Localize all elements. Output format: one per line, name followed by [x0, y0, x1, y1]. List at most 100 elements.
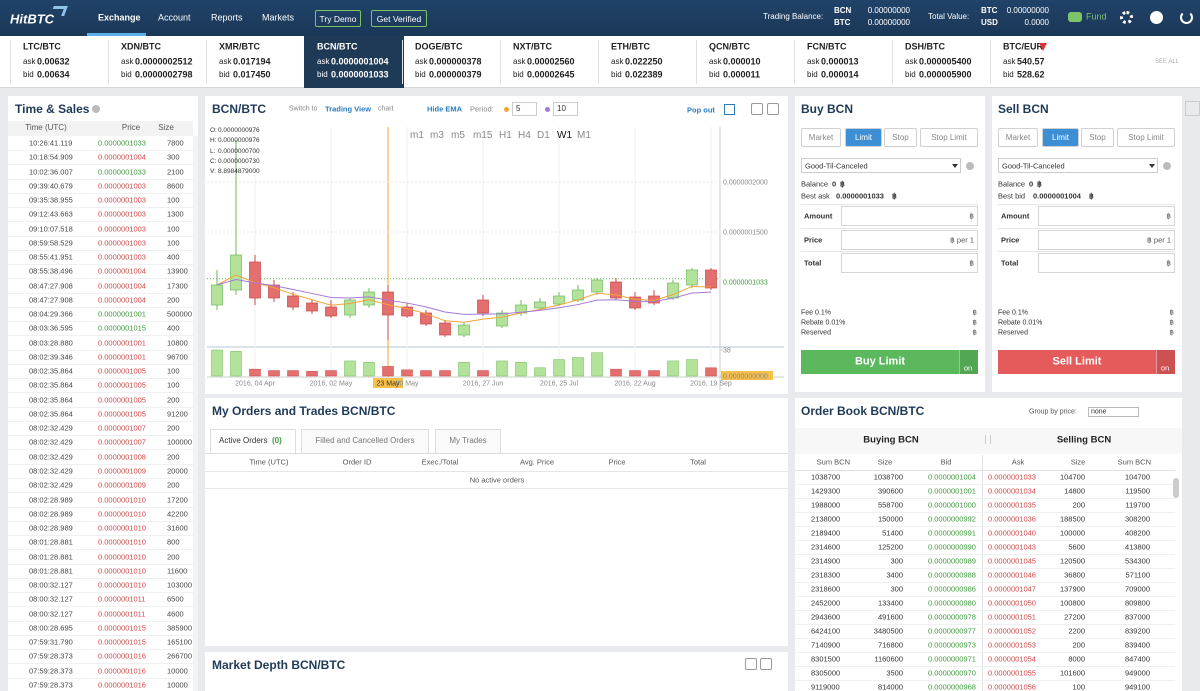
- timeframe-button[interactable]: H1: [499, 130, 512, 141]
- order-type-tab[interactable]: [1117, 128, 1175, 147]
- tif-select[interactable]: [801, 158, 961, 173]
- period-value[interactable]: 10: [557, 104, 566, 113]
- ticker-pair[interactable]: ETH/BTC: [611, 41, 650, 52]
- submit-label[interactable]: Buy Limit: [854, 355, 906, 368]
- ticker-selected[interactable]: [304, 36, 404, 88]
- tif-select[interactable]: [998, 158, 1158, 173]
- timeframe-button[interactable]: W1: [557, 130, 572, 141]
- period-label: Period:: [470, 104, 494, 114]
- fund-link[interactable]: Fund: [1086, 11, 1107, 22]
- maximize-icon[interactable]: [767, 103, 779, 115]
- volume-bar: [477, 370, 489, 377]
- on-label[interactable]: on: [1160, 363, 1170, 373]
- period-input[interactable]: [512, 102, 537, 116]
- ticker-pair[interactable]: LTC/BTC: [23, 41, 61, 52]
- order-type-tab[interactable]: [884, 128, 917, 147]
- timeframe-button[interactable]: m1: [410, 130, 424, 141]
- order-type-label[interactable]: Stop Limit: [931, 133, 967, 142]
- ticker-pair[interactable]: FCN/BTC: [807, 41, 847, 52]
- nav-button[interactable]: [315, 10, 361, 27]
- row-line: [8, 663, 193, 665]
- on-toggle[interactable]: [959, 350, 978, 374]
- order-type-label[interactable]: Market: [808, 133, 834, 142]
- period-value[interactable]: 5: [516, 104, 521, 113]
- order-type-tab[interactable]: [845, 128, 882, 147]
- ticker-pair[interactable]: QCN/BTC: [709, 41, 750, 52]
- timeframe-button[interactable]: M1: [577, 130, 591, 141]
- on-toggle[interactable]: [1156, 350, 1175, 374]
- order-type-tab[interactable]: [998, 128, 1038, 147]
- tab[interactable]: [301, 429, 429, 453]
- maximize-icon[interactable]: [760, 658, 772, 670]
- timeframe-button[interactable]: H4: [518, 130, 531, 141]
- group-value[interactable]: none: [1091, 408, 1107, 416]
- nav-link[interactable]: Markets: [262, 12, 295, 23]
- ticker-pair[interactable]: XMR/BTC: [219, 41, 260, 52]
- bid-sum: 2138000: [811, 514, 841, 524]
- order-type-label[interactable]: Stop: [892, 133, 909, 142]
- ticker-pair[interactable]: BTC/EUR: [1003, 41, 1043, 52]
- timeframe-button[interactable]: m15: [473, 130, 493, 141]
- tab[interactable]: [210, 429, 296, 453]
- order-type-label[interactable]: Limit: [1052, 133, 1069, 142]
- tab[interactable]: [435, 429, 501, 453]
- field-input[interactable]: [1038, 253, 1175, 273]
- tab-label[interactable]: My Trades: [449, 436, 487, 445]
- order-type-label[interactable]: Stop: [1089, 133, 1106, 142]
- tab-label[interactable]: Filled and Cancelled Orders: [315, 436, 415, 445]
- nav-button-label[interactable]: Get Verified: [376, 13, 422, 24]
- ticker-pair[interactable]: XDN/BTC: [121, 41, 161, 52]
- nav-button-label[interactable]: Try Demo: [319, 13, 357, 24]
- hide-ema-link[interactable]: Hide EMA: [427, 104, 463, 114]
- order-type-label[interactable]: Stop Limit: [1128, 133, 1164, 142]
- submit-label[interactable]: Sell Limit: [1052, 355, 1102, 368]
- fund-icon[interactable]: [1068, 12, 1082, 22]
- order-type-tab[interactable]: [1081, 128, 1114, 147]
- order-type-label[interactable]: Market: [1005, 133, 1031, 142]
- nav-link[interactable]: Account: [158, 12, 191, 23]
- field-input[interactable]: [841, 206, 978, 226]
- help-icon[interactable]: [1150, 11, 1163, 24]
- minimize-icon[interactable]: [751, 103, 763, 115]
- ticker-pair[interactable]: BCN/BTC: [317, 41, 358, 52]
- x-tick-label: 2016, 04 Apr: [235, 381, 275, 388]
- timeframe-button[interactable]: D1: [537, 130, 550, 141]
- ask-price: 0.0000001043: [988, 542, 1036, 552]
- minimize-icon[interactable]: [745, 658, 757, 670]
- order-type-tab[interactable]: [920, 128, 978, 147]
- field-input[interactable]: [841, 230, 978, 250]
- field-input[interactable]: [1038, 230, 1175, 250]
- ticker-pair[interactable]: DOGE/BTC: [415, 41, 463, 52]
- field-input[interactable]: [1038, 206, 1175, 226]
- settings-icon[interactable]: [1120, 11, 1133, 24]
- order-type-tab[interactable]: [801, 128, 841, 147]
- ask-sum: 413800: [1124, 542, 1150, 552]
- field-unit: ฿ per 1: [1147, 235, 1171, 245]
- trade-time: 08:00:32.127: [29, 594, 73, 604]
- pop-out-icon[interactable]: [724, 104, 735, 115]
- pop-out-link[interactable]: Pop out: [687, 105, 715, 115]
- nav-button[interactable]: [371, 10, 427, 27]
- tif-value[interactable]: Good-Til-Canceled: [805, 161, 868, 171]
- ticker-pair[interactable]: NXT/BTC: [513, 41, 552, 52]
- field-input[interactable]: [841, 253, 978, 273]
- power-icon[interactable]: [1180, 11, 1193, 24]
- timeframe-button[interactable]: m3: [430, 130, 444, 141]
- submit-button[interactable]: [801, 350, 959, 374]
- submit-button[interactable]: [998, 350, 1156, 374]
- tif-value[interactable]: Good-Til-Canceled: [1002, 161, 1065, 171]
- group-select[interactable]: [1088, 407, 1139, 417]
- timeframe-button[interactable]: m5: [451, 130, 465, 141]
- tab-label[interactable]: Active Orders: [219, 436, 268, 445]
- on-label[interactable]: on: [963, 363, 973, 373]
- trade-size: 91200: [167, 409, 188, 419]
- nav-link[interactable]: Exchange: [98, 12, 141, 23]
- period-input[interactable]: [553, 102, 578, 116]
- see-all[interactable]: SEE ALL: [1155, 59, 1180, 65]
- nav-link[interactable]: Reports: [211, 12, 243, 23]
- tradingview-link[interactable]: Trading View: [325, 104, 372, 114]
- order-type-label[interactable]: Limit: [855, 133, 872, 142]
- order-type-tab[interactable]: [1042, 128, 1079, 147]
- ticker-pair[interactable]: DSH/BTC: [905, 41, 945, 52]
